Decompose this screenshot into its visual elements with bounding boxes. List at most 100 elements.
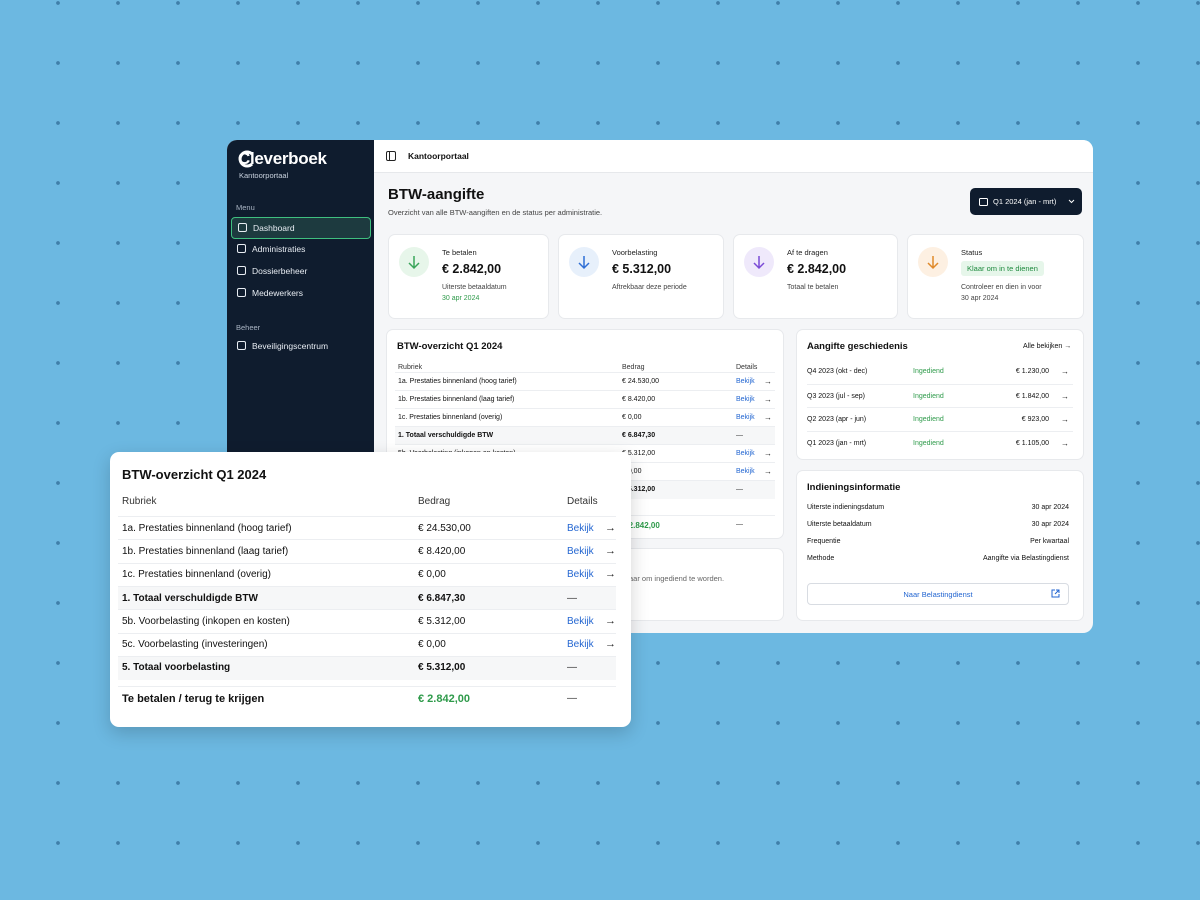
stat-card: Voorbelasting € 5.312,00 Aftrekbaar deze p… — [558, 234, 724, 319]
history-amount: € 1.105,00 — [1015, 439, 1049, 447]
details-link[interactable]: Bekijk — [736, 449, 755, 457]
column-header: Rubriek — [398, 364, 423, 371]
info-key: Frequentie — [807, 538, 841, 545]
arrow-icon[interactable]: → — [764, 394, 772, 404]
history-link[interactable]: Alle bekijken → — [1023, 343, 1072, 350]
page-title: BTW-aangifte — [388, 186, 485, 203]
rubriek: 1b. Prestaties binnenland (laag tarief) — [398, 395, 515, 403]
table-row: 1c. Prestaties binnenland (overig) € 0,00… — [118, 562, 616, 587]
menu-item[interactable]: Beveiligingscentrum — [231, 336, 369, 356]
details-dash: — — [567, 592, 577, 604]
details-link[interactable]: Bekijk — [567, 569, 594, 581]
rubriek: 1a. Prestaties binnenland (hoog tarief) — [122, 522, 292, 534]
arrow-icon[interactable]: → — [605, 521, 616, 534]
details-link[interactable]: Bekijk — [736, 413, 755, 421]
rubriek: 1c. Prestaties binnenland (overig) — [122, 569, 271, 581]
bedrag: € 5.312,00 — [622, 449, 656, 457]
menu-item-label: Medewerkers — [252, 288, 304, 298]
stat-value: € 5.312,00 — [612, 262, 672, 276]
column-header: Bedrag — [418, 496, 451, 507]
sidebar-toggle[interactable] — [386, 151, 396, 161]
details-link[interactable]: Bekijk — [567, 522, 594, 534]
arrow-icon[interactable]: → — [764, 466, 772, 476]
stat-icon — [399, 247, 429, 277]
details-link[interactable]: Bekijk — [567, 639, 594, 651]
belastingdienst-button[interactable]: Naar Belastingdienst — [807, 583, 1069, 605]
table-row: 1. Totaal verschuldigde BTW € 6.847,30 — — [118, 585, 616, 611]
stat-label: Voorbelasting — [612, 248, 658, 257]
table-row: 1a. Prestaties binnenland (hoog tarief) €… — [118, 516, 616, 540]
menu-item[interactable]: Medewerkers — [231, 283, 369, 303]
history-amount: € 1.842,00 — [1015, 392, 1049, 400]
period-label: Q1 2024 (jan - mrt) — [993, 197, 1057, 206]
details-dash: — — [736, 431, 743, 439]
history-row: Q4 2023 (okt - dec) Ingediend € 1.230,00 → — [807, 360, 1073, 383]
details-link[interactable]: Bekijk — [736, 395, 755, 403]
arrow-icon[interactable]: → — [1061, 391, 1069, 401]
bedrag: € 0,00 — [622, 413, 642, 421]
arrow-icon[interactable]: → — [1061, 415, 1069, 424]
details-link[interactable]: Bekijk — [567, 615, 594, 627]
history-period: Q2 2023 (apr - jun) — [807, 416, 867, 423]
history-period: Q1 2023 (jan - mrt) — [807, 439, 867, 447]
table-row: 1b. Prestaties binnenland (laag tarief) €… — [118, 539, 616, 563]
button-label: Naar Belastingdienst — [903, 590, 973, 599]
stat-icon — [744, 247, 774, 277]
info-value: Aangifte via Belastingdienst — [983, 555, 1069, 562]
stat-label: Af te dragen — [787, 248, 828, 257]
history-title: Aangifte geschiedenis — [807, 341, 908, 352]
menu-item[interactable]: Dashboard — [231, 217, 371, 239]
history-row: Q1 2023 (jan - mrt) Ingediend € 1.105,00 → — [807, 430, 1073, 455]
info-key: Methode — [807, 555, 835, 562]
beheer-label: Beheer — [236, 323, 261, 332]
menu-item-label: Beveiligingscentrum — [252, 341, 329, 351]
history-row: Q3 2023 (jul - sep) Ingediend € 1.842,00 → — [807, 383, 1073, 408]
topbar-title: Kantoorportaal — [408, 151, 469, 161]
arrow-icon[interactable]: → — [764, 412, 772, 422]
table-row: 1b. Prestaties binnenland (laag tarief) €… — [395, 390, 775, 409]
history-period: Q4 2023 (okt - dec) — [807, 368, 868, 375]
arrow-icon[interactable]: → — [605, 544, 616, 557]
menu-item[interactable]: Dossierbeheer — [231, 261, 369, 281]
brand-name: Cleverboek — [238, 149, 327, 168]
stat-value: € 2.842,00 — [787, 262, 847, 276]
info-value: 30 apr 2024 — [1031, 504, 1069, 511]
info-value: 30 apr 2024 — [1031, 521, 1069, 528]
menu-item[interactable]: Administraties — [231, 239, 369, 259]
arrow-icon[interactable]: → — [1061, 367, 1069, 376]
details-link[interactable]: Bekijk — [567, 545, 594, 557]
arrow-icon[interactable]: → — [1061, 438, 1069, 448]
stat-value: € 2.842,00 — [442, 262, 502, 276]
zoom-card: BTW-overzicht Q1 2024 Rubriek Bedrag Detai… — [110, 452, 631, 727]
logo-icon — [238, 150, 254, 168]
history-period: Q3 2023 (jul - sep) — [807, 392, 865, 400]
info-key: Uiterste indieningsdatum — [807, 504, 885, 511]
bedrag: € 0,00 — [418, 639, 446, 651]
history-amount: € 1.230,00 — [1015, 368, 1049, 375]
bedrag: € 5.312,00 — [418, 615, 466, 627]
details-link[interactable]: Bekijk — [736, 467, 755, 475]
brand-subtitle: Kantoorportaal — [239, 171, 289, 180]
bedrag: € 2.842,00 — [622, 520, 660, 530]
arrow-icon[interactable]: → — [605, 614, 616, 627]
stat-card: Te betalen € 2.842,00 Uiterste betaaldatum… — [388, 234, 549, 319]
rubriek: Te betalen / terug te krijgen — [122, 692, 265, 705]
history-status: Ingediend — [913, 439, 944, 447]
rubriek: 1. Totaal verschuldigde BTW — [122, 592, 258, 604]
info-title: Indieningsinformatie — [807, 482, 901, 493]
stat-label: Te betalen — [442, 248, 477, 257]
period-select[interactable]: Q1 2024 (jan - mrt) — [970, 188, 1082, 215]
arrow-icon[interactable]: → — [605, 638, 616, 651]
info-key: Uiterste betaaldatum — [807, 521, 872, 528]
arrow-icon[interactable]: → — [764, 448, 772, 458]
menu-item-label: Administraties — [252, 244, 306, 254]
stat-icon — [918, 247, 948, 277]
bedrag: € 6.847,30 — [418, 592, 466, 604]
arrow-icon[interactable]: → — [605, 568, 616, 581]
menu-item-label: Dashboard — [253, 223, 295, 233]
stat-note: Totaal te betalen — [787, 284, 839, 291]
details-link[interactable]: Bekijk — [736, 377, 755, 385]
history-link-text[interactable]: Alle bekijken — [1023, 343, 1063, 350]
arrow-icon[interactable]: → — [764, 376, 772, 386]
column-header: Rubriek — [122, 496, 157, 507]
